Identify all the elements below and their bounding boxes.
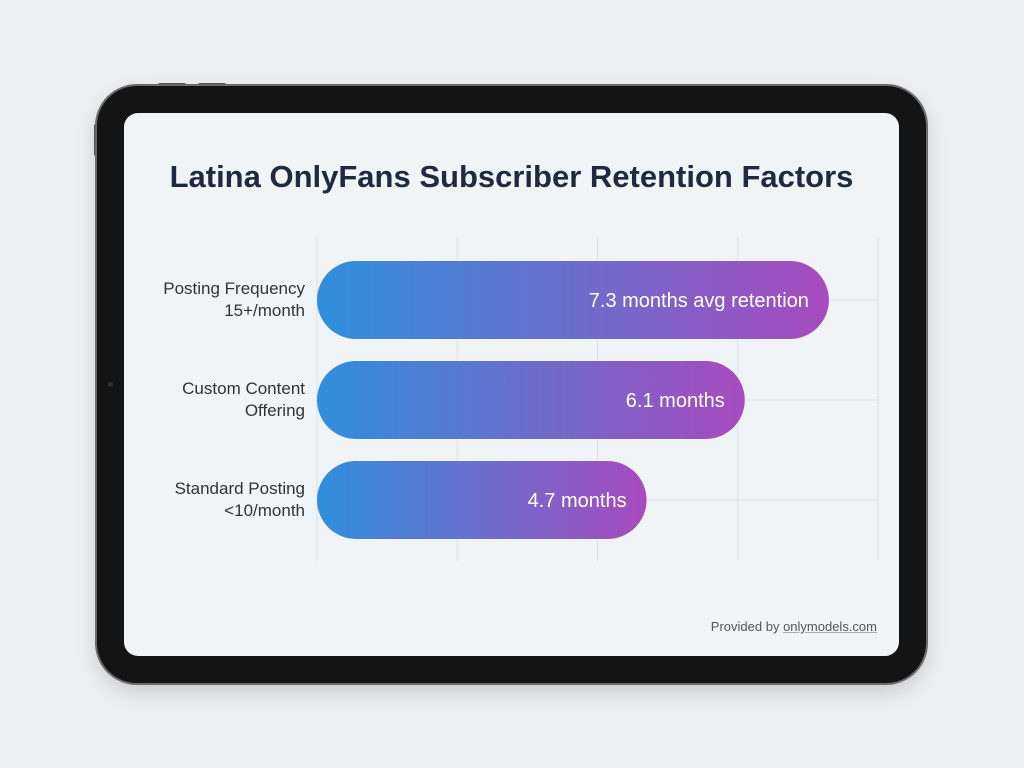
chart-title: Latina OnlyFans Subscriber Retention Fac… — [169, 159, 854, 194]
footer-credit: Provided by onlymodels.com — [711, 619, 877, 634]
tablet-top-button — [158, 83, 186, 87]
tablet-screen: Latina OnlyFans Subscriber Retention Fac… — [124, 113, 899, 656]
tablet-top-button — [198, 83, 226, 87]
bar-chart: 7.3 months avg retention Posting Frequenc… — [163, 237, 879, 561]
camera-icon — [108, 382, 113, 387]
bar — [317, 461, 647, 539]
tablet-side-button — [94, 124, 98, 156]
bar-value-label: 7.3 months avg retention — [589, 290, 809, 312]
bar — [317, 261, 829, 339]
footer-link[interactable]: onlymodels.com — [783, 619, 877, 634]
category-label: Standard Posting <10/month — [175, 479, 305, 520]
category-label: Posting Frequency 15+/month — [163, 279, 305, 320]
footer-prefix: Provided by — [710, 619, 784, 634]
bar-value-label: 4.7 months — [528, 490, 627, 512]
bar-value-label: 6.1 months — [626, 390, 725, 412]
bar — [317, 361, 745, 439]
category-label: Custom Content Offering — [182, 379, 305, 420]
